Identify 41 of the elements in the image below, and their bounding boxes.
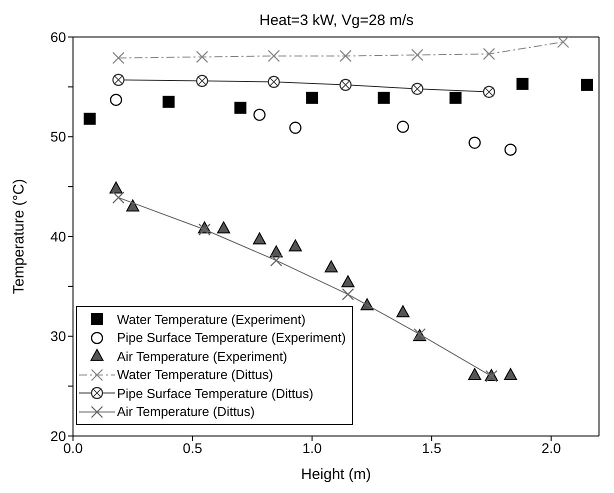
point	[217, 221, 230, 234]
point	[84, 112, 96, 125]
point	[468, 136, 481, 149]
legend-label: Air Temperature (Experiment)	[117, 348, 288, 364]
point	[341, 275, 355, 288]
point	[516, 78, 528, 90]
y-axis-title: Temperature (°C)	[10, 178, 28, 294]
point	[162, 96, 175, 108]
point	[126, 199, 140, 212]
point	[289, 122, 302, 134]
x-tick-label: 0.5	[182, 440, 202, 456]
point	[109, 182, 123, 194]
point	[324, 260, 338, 272]
legend-label: Water Temperature (Experiment)	[117, 312, 306, 327]
point	[504, 368, 518, 380]
point	[581, 78, 594, 91]
point	[234, 102, 246, 114]
point	[110, 94, 122, 106]
legend-label: Pipe Surface Temperature (Dittus)	[117, 386, 314, 401]
y-tick-label: 30	[50, 328, 66, 344]
y-tick-label: 50	[50, 128, 66, 145]
point	[253, 108, 266, 121]
point	[288, 239, 302, 252]
point	[378, 92, 390, 104]
legend-label: Pipe Surface Temperature (Experiment)	[117, 330, 346, 346]
point	[252, 232, 266, 244]
point	[468, 368, 482, 380]
legend-label: Water Temperature (Dittus)	[117, 367, 274, 382]
point	[450, 92, 462, 104]
point	[504, 144, 517, 156]
x-tick-label: 2.0	[541, 440, 562, 456]
legend-label: Air Temperature (Dittus)	[117, 404, 255, 420]
point	[396, 305, 410, 318]
point	[306, 92, 318, 104]
x-axis-title: Height (m)	[300, 466, 372, 483]
point	[396, 120, 410, 133]
y-tick-label: 60	[50, 28, 66, 45]
x-tick-label: 1.5	[422, 440, 442, 456]
chart-title: Heat=3 kW, Vg=28 m/s	[258, 12, 415, 29]
x-tick-label: 1.0	[302, 440, 322, 456]
y-tick-label: 40	[50, 228, 66, 244]
